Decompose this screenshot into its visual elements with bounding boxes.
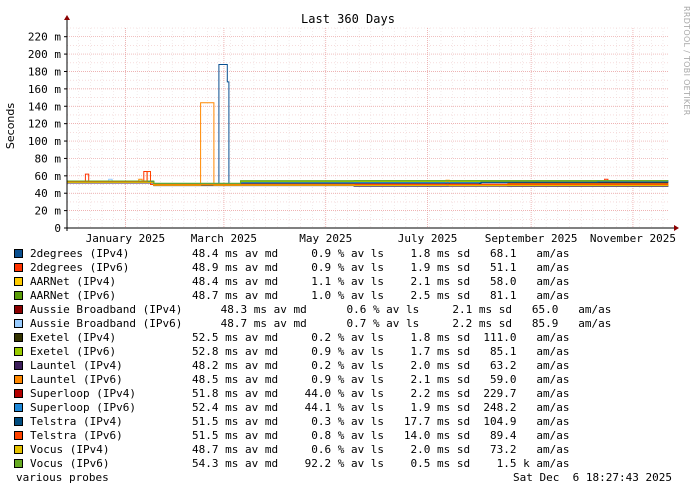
legend-swatch (14, 403, 23, 412)
legend-label: Vocus (IPv6) (30, 457, 110, 470)
legend-swatch (14, 319, 23, 328)
legend-swatch (14, 347, 23, 356)
legend-item: Aussie Broadband (IPv6) 48.7 ms av md 0.… (14, 317, 694, 331)
legend-item: Vocus (IPv6) 54.3 ms av md 92.2 % av ls 0… (14, 457, 694, 471)
legend-swatch (14, 459, 23, 468)
legend-label: Exetel (IPv6) (30, 345, 117, 358)
legend-item: Telstra (IPv6) 51.5 ms av md 0.8 % av ls … (14, 429, 694, 443)
y-tick-label: 80 m (35, 152, 62, 165)
legend-item: Vocus (IPv4) 48.7 ms av md 0.6 % av ls 2.… (14, 443, 694, 457)
legend-stats: 48.7 ms av md 0.6 % av ls 2.0 ms sd 73.2… (192, 443, 570, 456)
legend-label: Superloop (IPv6) (30, 401, 136, 414)
x-tick-label: May 2025 (299, 232, 352, 245)
legend-item: Launtel (IPv6) 48.5 ms av md 0.9 % av ls … (14, 373, 694, 387)
y-axis-arrow (64, 15, 70, 20)
probes-label: various probes (16, 471, 109, 484)
legend-stats: 48.4 ms av md 1.1 % av ls 2.1 ms sd 58.0… (192, 275, 570, 288)
legend-swatch (14, 361, 23, 370)
legend-label: Superloop (IPv4) (30, 387, 136, 400)
legend-stats: 54.3 ms av md 92.2 % av ls 0.5 ms sd 1.5… (192, 457, 570, 470)
legend: 2degrees (IPv4) 48.4 ms av md 0.9 % av ls… (14, 247, 694, 471)
legend-stats: 51.8 ms av md 44.0 % av ls 2.2 ms sd 229… (192, 387, 570, 400)
y-tick-label: 100 m (28, 135, 61, 148)
y-tick-label: 160 m (28, 83, 61, 96)
legend-swatch (14, 333, 23, 342)
legend-swatch (14, 249, 23, 258)
y-tick-label: 180 m (28, 65, 61, 78)
x-tick-label: January 2025 (86, 232, 165, 245)
series-line (67, 180, 668, 184)
legend-item: Superloop (IPv4) 51.8 ms av md 44.0 % av … (14, 387, 694, 401)
series-lines (67, 64, 669, 187)
legend-stats: 52.4 ms av md 44.1 % av ls 1.9 ms sd 248… (192, 401, 570, 414)
legend-swatch (14, 431, 23, 440)
legend-swatch (14, 263, 23, 272)
legend-item: Exetel (IPv4) 52.5 ms av md 0.2 % av ls 1… (14, 331, 694, 345)
legend-stats: 51.5 ms av md 0.3 % av ls 17.7 ms sd 104… (192, 415, 570, 428)
axes (64, 15, 679, 231)
legend-label: Launtel (IPv4) (30, 359, 123, 372)
rrdtool-credit: RRDTOOL / TOBI OETIKER (682, 6, 691, 116)
legend-label: Aussie Broadband (IPv4) (30, 303, 183, 316)
legend-label: Telstra (IPv6) (30, 429, 123, 442)
legend-stats: 48.4 ms av md 0.9 % av ls 1.8 ms sd 68.1… (192, 247, 570, 260)
x-tick-label: July 2025 (398, 232, 458, 245)
legend-stats: 48.5 ms av md 0.9 % av ls 2.1 ms sd 59.0… (192, 373, 570, 386)
legend-item: Superloop (IPv6) 52.4 ms av md 44.1 % av … (14, 401, 694, 415)
x-tick-label: March 2025 (191, 232, 257, 245)
chart-title: Last 360 Days (301, 12, 395, 26)
y-tick-label: 140 m (28, 100, 61, 113)
legend-stats: 48.9 ms av md 0.9 % av ls 1.9 ms sd 51.1… (192, 261, 570, 274)
legend-swatch (14, 305, 23, 314)
legend-label: Launtel (IPv6) (30, 373, 123, 386)
legend-label: 2degrees (IPv4) (30, 247, 130, 260)
legend-swatch (14, 417, 23, 426)
legend-item: Telstra (IPv4) 51.5 ms av md 0.3 % av ls … (14, 415, 694, 429)
legend-label: Vocus (IPv4) (30, 443, 110, 456)
legend-item: Exetel (IPv6) 52.8 ms av md 0.9 % av ls 1… (14, 345, 694, 359)
legend-label: AARNet (IPv6) (30, 289, 117, 302)
y-tick-label: 220 m (28, 31, 61, 44)
x-tick-label: September 2025 (485, 232, 578, 245)
legend-item: Launtel (IPv4) 48.2 ms av md 0.2 % av ls … (14, 359, 694, 373)
x-tick-label: November 2025 (590, 232, 676, 245)
legend-swatch (14, 291, 23, 300)
y-axis-label: Seconds (4, 103, 17, 149)
x-axis-arrow (674, 225, 679, 231)
legend-stats: 48.3 ms av md 0.6 % av ls 2.1 ms sd 65.0… (214, 303, 612, 316)
legend-item: Aussie Broadband (IPv4) 48.3 ms av md 0.… (14, 303, 694, 317)
legend-stats: 52.5 ms av md 0.2 % av ls 1.8 ms sd 111.… (192, 331, 570, 344)
legend-label: AARNet (IPv4) (30, 275, 117, 288)
legend-stats: 48.7 ms av md 1.0 % av ls 2.5 ms sd 81.1… (192, 289, 570, 302)
y-tick-label: 200 m (28, 48, 61, 61)
legend-item: AARNet (IPv4) 48.4 ms av md 1.1 % av ls 2… (14, 275, 694, 289)
y-tick-labels: 0 20 m 40 m 60 m 80 m 100 m 120 m 140 m 160 m 180… (28, 31, 61, 235)
legend-item: AARNet (IPv6) 48.7 ms av md 1.0 % av ls 2… (14, 289, 694, 303)
legend-stats: 48.2 ms av md 0.2 % av ls 2.0 ms sd 63.2… (192, 359, 570, 372)
legend-swatch (14, 389, 23, 398)
legend-stats: 51.5 ms av md 0.8 % av ls 14.0 ms sd 89.… (192, 429, 570, 442)
legend-label: Telstra (IPv4) (30, 415, 123, 428)
y-tick-label: 0 (54, 222, 61, 235)
y-tick-label: 120 m (28, 118, 61, 131)
legend-swatch (14, 375, 23, 384)
legend-item: 2degrees (IPv6) 48.9 ms av md 0.9 % av ls… (14, 261, 694, 275)
latency-chart: Last 360 Days Seconds 0 20 m 40 m 60 m 80 m 1… (4, 12, 679, 245)
legend-label: Aussie Broadband (IPv6) (30, 317, 183, 330)
legend-item: 2degrees (IPv4) 48.4 ms av md 0.9 % av ls… (14, 247, 694, 261)
y-tick-label: 60 m (35, 170, 62, 183)
legend-stats: 48.7 ms av md 0.7 % av ls 2.2 ms sd 85.9… (214, 317, 612, 330)
series-line (67, 64, 669, 187)
y-tick-label: 20 m (35, 205, 62, 218)
timestamp: Sat Dec 6 18:27:43 2025 (513, 471, 672, 484)
legend-swatch (14, 277, 23, 286)
legend-label: 2degrees (IPv6) (30, 261, 130, 274)
x-tick-labels: January 2025 March 2025 May 2025 July 2025 S… (86, 232, 676, 245)
y-tick-label: 40 m (35, 187, 62, 200)
legend-label: Exetel (IPv4) (30, 331, 117, 344)
legend-stats: 52.8 ms av md 0.9 % av ls 1.7 ms sd 85.1… (192, 345, 570, 358)
grid-lines (66, 27, 668, 228)
legend-swatch (14, 445, 23, 454)
